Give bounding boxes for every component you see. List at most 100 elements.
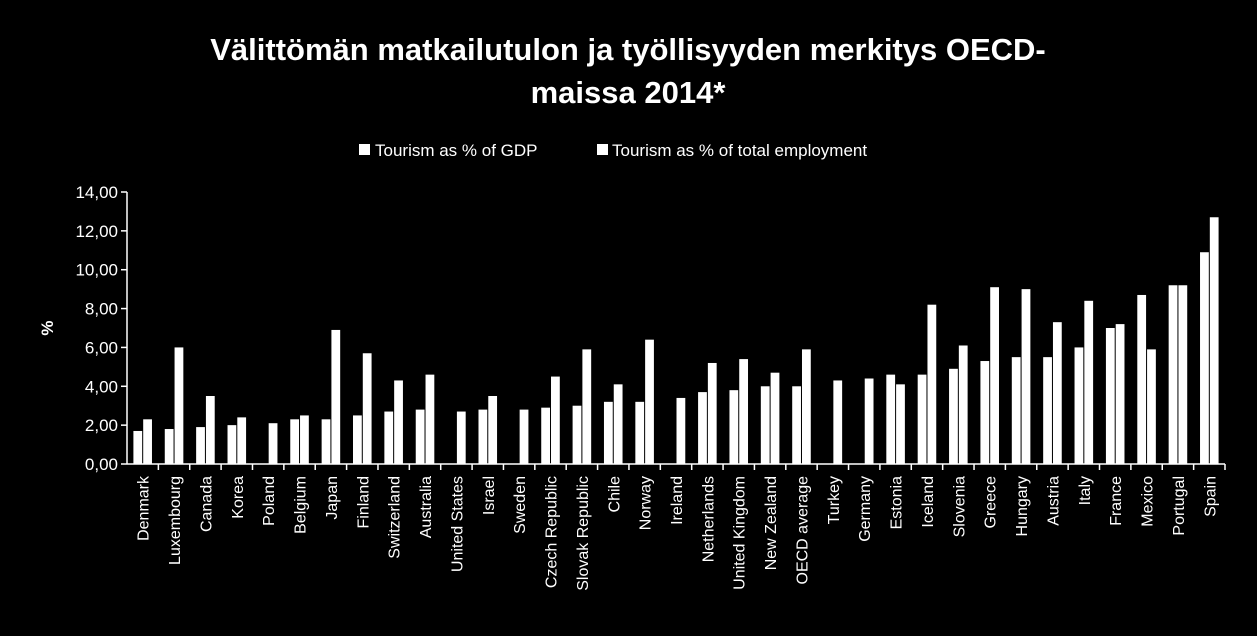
x-tick-label-poland: Poland [261,476,278,526]
x-tick-label-turkey: Turkey [826,476,843,524]
bar-employment-switzerland [394,380,403,464]
bar-employment-portugal [1178,285,1188,464]
bar-gdp-new-zealand [760,386,770,464]
x-tick-label-estonia: Estonia [889,476,906,529]
legend-label-gdp: Tourism as % of GDP [375,141,538,160]
bar-employment-slovenia [958,345,968,464]
bar-employment-finland [362,353,372,464]
y-tick-label: 10,00 [75,261,118,280]
x-tick-label-australia: Australia [418,476,435,538]
x-tick-label-ireland: Ireland [669,476,686,525]
x-tick-label-italy: Italy [1077,476,1094,505]
chart-title-line2: maissa 2014* [531,75,727,110]
bar-gdp-estonia [886,374,896,464]
bar-gdp-hungary [1011,357,1021,464]
bar-gdp-belgium [290,419,300,464]
bar-gdp-france [1105,328,1115,464]
bar-gdp-greece [980,361,990,464]
bar-gdp-austria [1043,357,1052,464]
y-tick-label: 4,00 [85,377,118,396]
bar-employment-canada [205,396,215,464]
bar-employment-slovak-republic [582,349,592,464]
bar-employment-poland [268,423,278,464]
bar-employment-norway [645,339,654,464]
bar-employment-hungary [1021,289,1031,464]
x-tick-label-united-states: United States [449,476,466,572]
x-tick-label-netherlands: Netherlands [700,476,717,562]
bar-gdp-iceland [917,374,927,464]
bar-gdp-spain [1200,252,1209,464]
bar-employment-denmark [143,419,152,464]
x-tick-label-canada: Canada [198,476,215,532]
bar-gdp-japan [321,419,331,464]
x-tick-label-japan: Japan [324,476,341,520]
y-tick-label: 6,00 [85,338,118,357]
x-tick-label-hungary: Hungary [1014,476,1031,536]
legend-swatch-employment [597,144,608,155]
bar-gdp-canada [196,427,205,464]
x-tick-label-greece: Greece [983,476,1000,529]
y-tick-label: 8,00 [85,300,118,319]
bar-gdp-czech-republic [541,407,551,464]
bar-employment-iceland [927,304,937,464]
bar-employment-sweden [519,409,529,464]
bar-gdp-norway [635,401,645,464]
x-tick-label-norway: Norway [638,476,655,530]
x-tick-label-united-kingdom: United Kingdom [732,476,749,590]
x-tick-label-denmark: Denmark [136,475,153,541]
bar-employment-korea [237,417,247,464]
bar-employment-australia [425,374,435,464]
y-tick-label: 14,00 [75,183,118,202]
bar-gdp-denmark [133,430,143,464]
x-tick-label-oecd-average: OECD average [794,476,811,585]
bar-gdp-switzerland [384,411,394,464]
x-tick-label-new-zealand: New Zealand [763,476,780,570]
bar-employment-spain [1209,217,1219,464]
bar-gdp-australia [415,409,425,464]
y-tick-label: 12,00 [75,222,118,241]
bar-gdp-portugal [1168,285,1178,464]
x-tick-label-portugal: Portugal [1171,476,1188,536]
legend-label-employment: Tourism as % of total employment [612,141,867,160]
y-tick-label: 0,00 [85,455,118,474]
bar-gdp-slovenia [949,368,958,464]
bar-gdp-israel [478,409,488,464]
y-axis: 0,00 2,00 4,00 6,00 8,00 10,00 12,00 14,00 [75,183,127,474]
x-tick-label-mexico: Mexico [1140,476,1157,527]
x-tick-label-chile: Chile [606,476,623,513]
x-tick-label-slovak-republic: Slovak Republic [575,476,592,591]
x-tick-label-luxembourg: Luxembourg [167,476,184,565]
x-tick-label-korea: Korea [230,476,247,519]
y-axis-title: % [38,320,57,335]
x-tick-label-iceland: Iceland [920,476,937,528]
x-tick-label-belgium: Belgium [293,476,310,534]
bar-employment-luxembourg [174,347,184,464]
x-tick-label-czech-republic: Czech Republic [544,476,561,588]
x-tick-label-austria: Austria [1045,476,1062,526]
bar-employment-czech-republic [551,376,560,464]
chart-title-line1: Välittömän matkailutulon ja työllisyyden… [210,32,1046,67]
bar-employment-japan [331,329,341,464]
x-tick-label-spain: Spain [1202,476,1219,517]
bar-employment-netherlands [707,362,717,464]
x-tick-label-finland: Finland [355,476,372,528]
bar-gdp-luxembourg [164,429,174,464]
bar-employment-austria [1052,322,1062,464]
bar-gdp-united-kingdom [729,390,739,464]
bar-gdp-slovak-republic [572,405,582,464]
legend: Tourism as % of GDP Tourism as % of tota… [359,141,867,160]
bars [133,217,1226,470]
x-tick-label-slovenia: Slovenia [951,476,968,537]
x-axis: Denmark Luxembourg Canada Korea Poland Belgiu… [136,475,1220,591]
bar-gdp-finland [353,415,362,464]
bar-employment-united-states [456,411,466,464]
bar-employment-germany [864,378,874,464]
bar-employment-italy [1084,300,1094,464]
bar-employment-france [1115,324,1125,464]
bar-gdp-korea [227,425,237,464]
legend-swatch-gdp [359,144,370,155]
bar-gdp-oecd-average [792,386,801,464]
bar-employment-belgium [300,415,309,464]
bar-employment-turkey [833,380,843,464]
